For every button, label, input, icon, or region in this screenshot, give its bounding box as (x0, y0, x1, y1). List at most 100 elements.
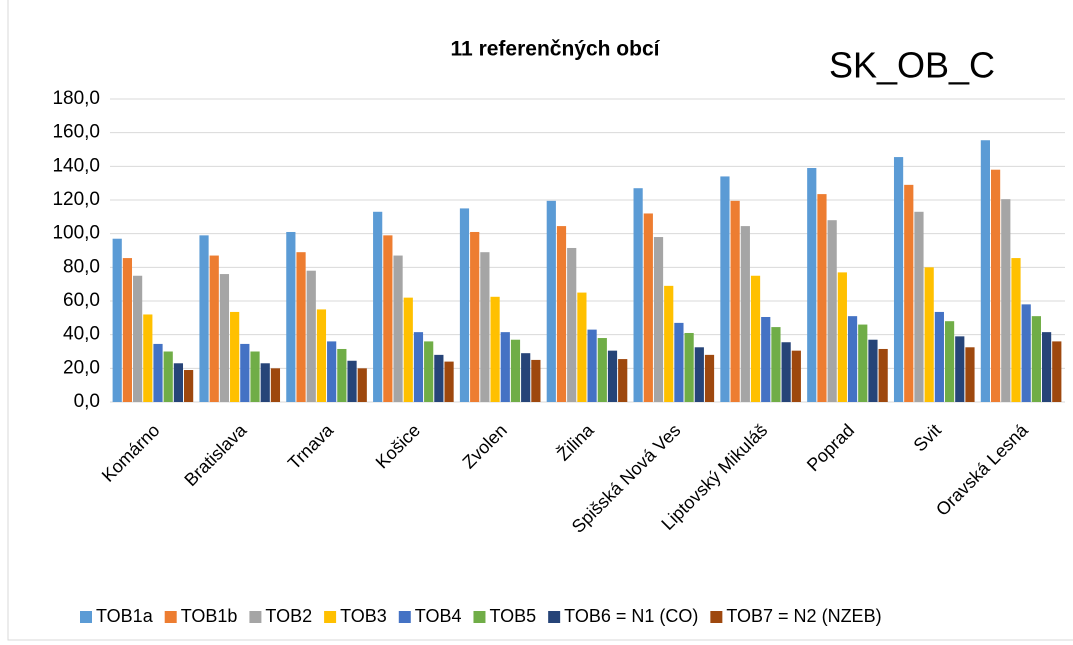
bar (383, 235, 393, 402)
y-tick-label: 160,0 (52, 122, 100, 143)
legend-label: TOB6 = N1 (CO) (564, 606, 698, 626)
bar (209, 255, 219, 402)
y-tick-label: 120,0 (52, 189, 100, 210)
bar (684, 332, 694, 402)
bar (893, 157, 904, 402)
bar (914, 211, 924, 402)
x-tick-label: Žilina (553, 419, 598, 464)
legend-swatch (473, 611, 486, 623)
y-tick-label: 40,0 (63, 324, 100, 345)
annotation: SK_OB_C (829, 45, 995, 86)
bar (510, 339, 521, 402)
bar (868, 339, 878, 402)
bar (1031, 316, 1041, 402)
bar (296, 252, 306, 402)
bar (556, 226, 567, 402)
bar (306, 270, 316, 402)
legend-swatch (80, 611, 92, 623)
y-tick-label: 80,0 (63, 256, 100, 277)
bar (567, 247, 577, 402)
bar (607, 350, 618, 402)
legend-label: TOB1a (96, 606, 154, 626)
x-tick-label: Poprad (803, 420, 858, 475)
bar (965, 347, 975, 402)
bar (781, 342, 791, 402)
bar (807, 168, 817, 402)
bar (847, 316, 858, 402)
x-tick-label: Bratislava (180, 419, 251, 490)
bar (143, 314, 153, 402)
bar (924, 267, 934, 402)
bar (944, 321, 955, 402)
bar (720, 176, 730, 402)
bar (393, 255, 403, 402)
y-tick-label: 140,0 (52, 155, 100, 176)
legend-label: TOB3 (340, 606, 387, 626)
bar (674, 322, 684, 402)
bar (730, 200, 740, 402)
bar (618, 359, 628, 402)
bar (270, 368, 281, 402)
x-tick-label: Komárno (98, 420, 164, 486)
bar (1041, 332, 1052, 402)
bar (459, 208, 470, 402)
legend-label: TOB2 (265, 606, 312, 626)
bar (153, 343, 163, 402)
bar (791, 350, 801, 402)
legend-swatch (398, 611, 411, 623)
bar (577, 292, 587, 402)
x-tick-label: Košice (372, 420, 424, 472)
bar (219, 274, 230, 402)
y-tick-label: 60,0 (63, 290, 100, 311)
y-tick-label: 180,0 (52, 88, 100, 109)
bar (327, 341, 337, 402)
bar (643, 213, 653, 402)
bar (653, 237, 664, 402)
bar (434, 354, 444, 402)
bar (480, 252, 490, 402)
bar (250, 351, 260, 402)
bar (163, 351, 173, 402)
legend-swatch (324, 611, 337, 623)
bar (260, 363, 270, 402)
bar (597, 338, 607, 402)
bar (546, 200, 556, 402)
x-tick-label: Zvolen (459, 420, 511, 472)
bar (1021, 304, 1031, 402)
bar (230, 311, 240, 402)
bar (490, 296, 500, 402)
bar (444, 361, 454, 402)
bar (934, 311, 944, 402)
bar (1001, 199, 1011, 402)
bar (122, 258, 133, 402)
bar (286, 231, 296, 402)
bar (470, 231, 480, 402)
legend-swatch (164, 611, 177, 623)
legend-label: TOB1b (181, 606, 238, 626)
bar (531, 359, 541, 402)
chart-frame (7, 0, 1073, 641)
x-tick-label: Svit (910, 420, 945, 455)
bar (837, 272, 847, 402)
legend-label: TOB5 (489, 606, 536, 626)
bar (173, 363, 184, 402)
bar (403, 297, 413, 402)
bar (316, 309, 327, 402)
bar (240, 343, 250, 402)
bar (827, 220, 837, 402)
bar (337, 348, 347, 402)
bar (664, 285, 674, 402)
legend-swatch (249, 611, 262, 623)
legend-swatch (548, 611, 561, 623)
bar (133, 275, 143, 402)
bar (761, 316, 771, 402)
chart-title: 11 referenčných obcí (451, 38, 661, 61)
bar (347, 360, 357, 402)
legend-label: TOB7 = N2 (NZEB) (726, 606, 881, 626)
bar (878, 348, 888, 402)
bar (1011, 258, 1021, 402)
bar (858, 324, 868, 402)
bar (990, 169, 1001, 402)
bar (357, 368, 367, 402)
